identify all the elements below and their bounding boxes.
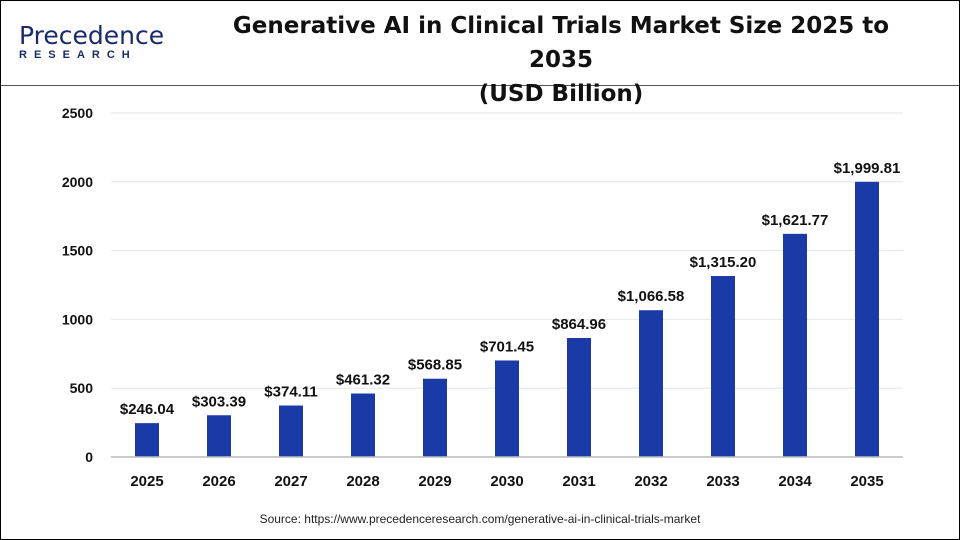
data-label: $246.04 bbox=[120, 401, 175, 418]
logo-line1: Precedence bbox=[19, 21, 165, 50]
bar bbox=[855, 181, 879, 457]
y-tick-label: 2500 bbox=[62, 105, 93, 121]
x-tick-label: 2033 bbox=[706, 473, 739, 490]
title-line1: Generative AI in Clinical Trials Market … bbox=[232, 13, 890, 73]
data-label: $374.11 bbox=[264, 384, 317, 401]
data-label: $1,066.58 bbox=[618, 288, 685, 305]
logo-line2: RESEARCH bbox=[19, 49, 137, 61]
data-label: $701.45 bbox=[480, 338, 534, 355]
bar bbox=[351, 393, 375, 457]
y-tick-label: 2000 bbox=[62, 174, 93, 190]
title-line2: (USD Billion) bbox=[478, 81, 644, 107]
data-label: $1,999.81 bbox=[834, 160, 901, 177]
data-label: $864.96 bbox=[552, 316, 606, 333]
data-label: $1,621.77 bbox=[762, 212, 829, 229]
x-tick-label: 2031 bbox=[562, 473, 595, 490]
bar bbox=[783, 233, 807, 457]
bar bbox=[567, 337, 591, 457]
x-tick-label: 2035 bbox=[850, 473, 883, 490]
y-tick-label: 1500 bbox=[62, 243, 93, 259]
x-tick-label: 2026 bbox=[202, 473, 235, 490]
data-label: $1,315.20 bbox=[690, 254, 757, 271]
source-text: Source: https://www.precedenceresearch.c… bbox=[259, 512, 701, 526]
data-label: $461.32 bbox=[336, 372, 390, 389]
x-tick-label: 2029 bbox=[418, 473, 451, 490]
y-tick-label: 0 bbox=[85, 449, 93, 465]
y-tick-label: 500 bbox=[70, 380, 94, 396]
header: Precedence RESEARCH Generative AI in Cli… bbox=[1, 1, 959, 107]
bar bbox=[135, 423, 159, 457]
bar bbox=[711, 276, 735, 457]
data-label: $568.85 bbox=[408, 357, 462, 374]
bar bbox=[495, 360, 519, 457]
bar bbox=[639, 310, 663, 457]
logo: Precedence RESEARCH bbox=[19, 21, 165, 62]
x-tick-label: 2030 bbox=[490, 473, 523, 490]
x-tick-label: 2027 bbox=[274, 473, 307, 490]
data-label: $303.39 bbox=[192, 393, 246, 410]
y-tick-label: 1000 bbox=[62, 311, 93, 327]
x-tick-label: 2028 bbox=[346, 473, 379, 490]
bar bbox=[207, 415, 231, 457]
bar bbox=[423, 378, 447, 457]
bar bbox=[279, 405, 303, 457]
x-tick-label: 2032 bbox=[634, 473, 667, 490]
chart-title: Generative AI in Clinical Trials Market … bbox=[201, 9, 921, 111]
x-tick-label: 2025 bbox=[130, 473, 163, 490]
x-tick-label: 2034 bbox=[778, 473, 812, 490]
